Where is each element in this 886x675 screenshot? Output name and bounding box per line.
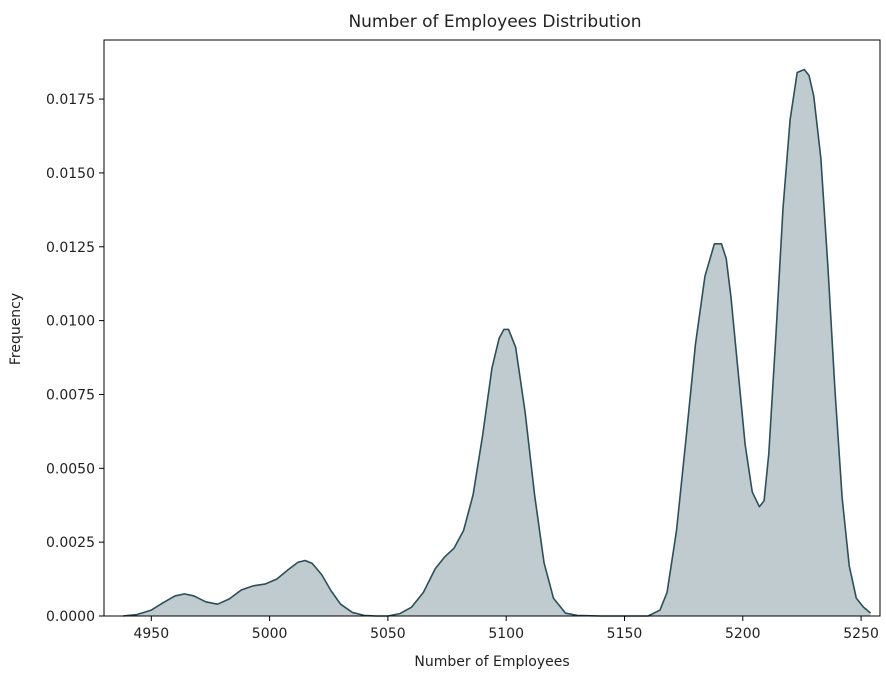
- y-tick-label: 0.0175: [46, 92, 95, 108]
- plot-frame: [103, 39, 881, 617]
- x-tick-label: 5100: [488, 626, 524, 642]
- y-axis-label: Frequency: [8, 293, 24, 365]
- y-tick-label: 0.0075: [46, 387, 95, 403]
- x-tick-label: 5000: [252, 626, 288, 642]
- y-tick-label: 0.0050: [46, 461, 95, 477]
- y-tick-label: 0.0000: [46, 609, 95, 625]
- x-axis-label: Number of Employees: [414, 654, 569, 670]
- density-area-fill: [122, 69, 871, 617]
- x-tick-label: 5150: [607, 626, 643, 642]
- density-curve-line: [122, 68, 872, 617]
- x-tick-label: 5250: [843, 626, 879, 642]
- y-tick-label: 0.0100: [46, 314, 95, 330]
- x-tick-label: 4950: [133, 626, 169, 642]
- plot-area: 4950 5000 5050 5100 5150 5200 5250 0.0000 0.0025…: [46, 39, 881, 642]
- y-tick-label: 0.0125: [46, 240, 95, 256]
- y-tick-label: 0.0150: [46, 166, 95, 182]
- y-tick-label: 0.0025: [46, 535, 95, 551]
- x-tick-label: 5200: [725, 626, 761, 642]
- x-tick-label: 5050: [370, 626, 406, 642]
- chart-title: Number of Employees Distribution: [348, 12, 641, 32]
